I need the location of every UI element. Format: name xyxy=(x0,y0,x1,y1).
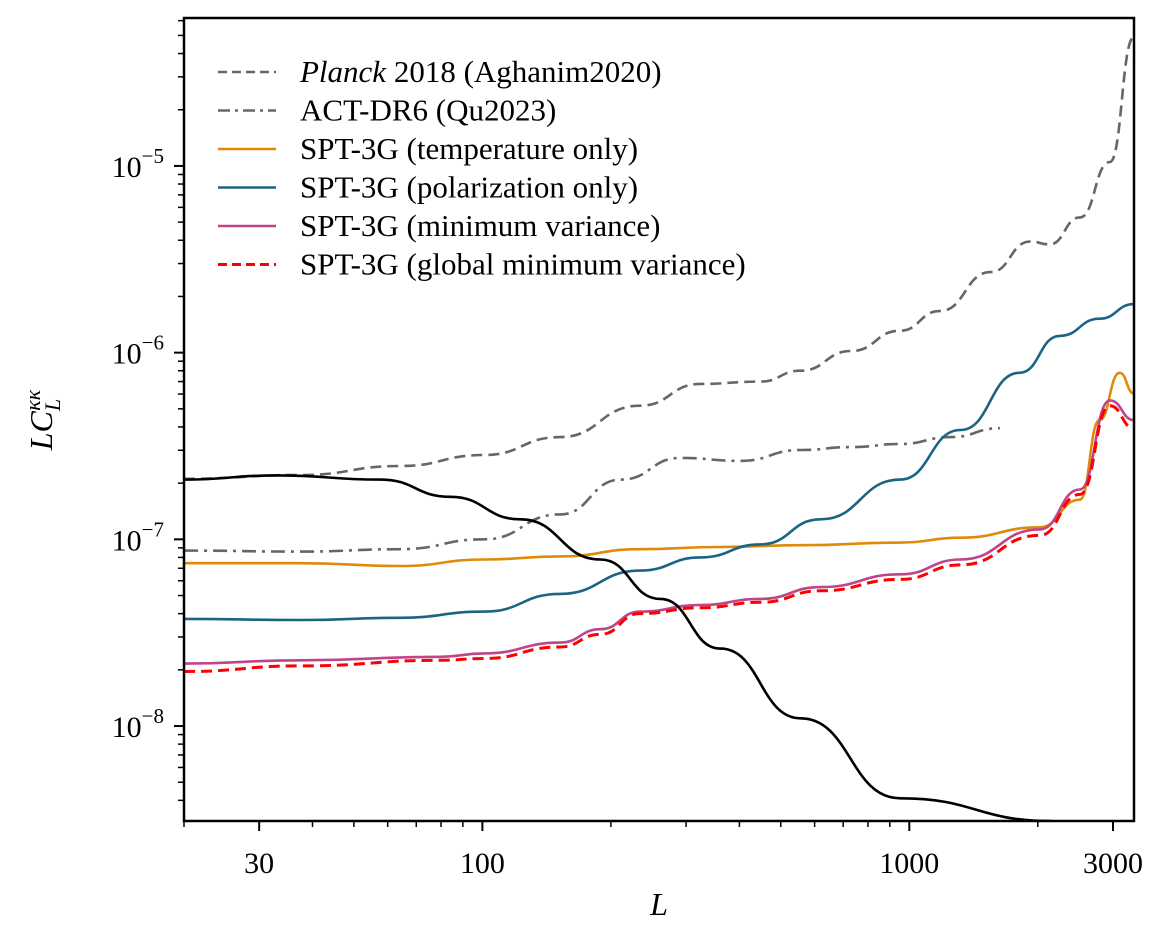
x-tick-label: 100 xyxy=(460,847,505,880)
legend-label-5: SPT-3G (global minimum variance) xyxy=(300,247,746,282)
legend: Planck 2018 (Aghanim2020) ACT-DR6 (Qu2023… xyxy=(218,54,746,282)
x-tick-label: 1000 xyxy=(879,847,939,880)
series-line-6 xyxy=(184,474,1052,821)
series-line-4 xyxy=(184,399,1134,665)
y-axis-label-main: LC xyxy=(23,410,59,451)
x-tick-label: 3000 xyxy=(1083,847,1143,880)
legend-label-2: SPT-3G (temperature only) xyxy=(300,131,638,166)
series-line-2 xyxy=(184,371,1134,568)
y-axis-label: LCLκκ xyxy=(20,389,65,451)
y-tick-label: 10−6 xyxy=(112,331,164,371)
series-layer xyxy=(184,35,1134,821)
series-line-3 xyxy=(184,302,1134,622)
y-axis-label-sub: L xyxy=(40,399,65,412)
y-tick-label: 10−8 xyxy=(112,704,164,744)
x-axis-label: L xyxy=(649,886,668,922)
legend-label-3: SPT-3G (polarization only) xyxy=(300,170,638,205)
x-tick-label: 30 xyxy=(244,847,274,880)
legend-label-4: SPT-3G (minimum variance) xyxy=(300,208,660,243)
y-tick-label: 10−7 xyxy=(112,517,164,557)
svg-text:LCLκκ: LCLκκ xyxy=(20,389,65,451)
y-axis-label-sup: κκ xyxy=(20,389,45,411)
legend-label-0: Planck 2018 (Aghanim2020) xyxy=(299,54,662,89)
ticks-layer: 30 100 1000 3000 10−8 10−7 10−6 10−5 xyxy=(112,19,1143,880)
series-line-1 xyxy=(184,426,1000,553)
legend-label-1: ACT-DR6 (Qu2023) xyxy=(300,93,556,128)
series-line-5 xyxy=(184,404,1134,673)
y-tick-label: 10−5 xyxy=(112,144,164,184)
series-line-0 xyxy=(184,35,1134,481)
axes-frame xyxy=(182,16,1136,823)
